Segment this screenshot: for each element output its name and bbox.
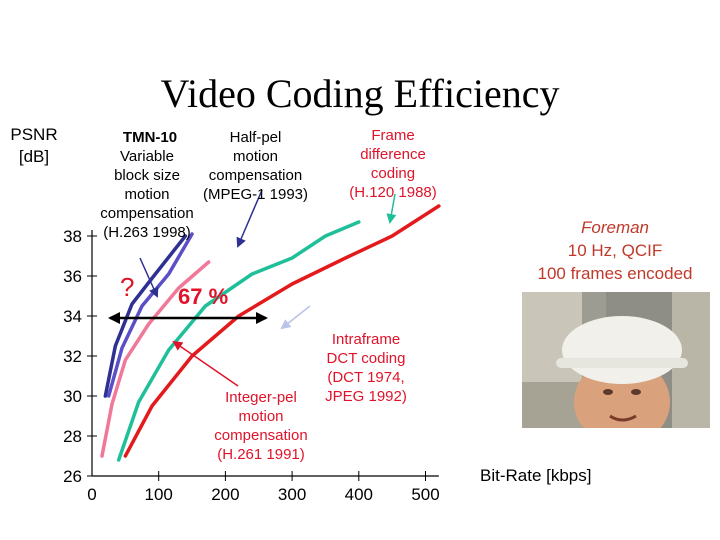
annotation-h263: Variable block size motion compensation … <box>100 148 194 241</box>
foreman-frames: 100 frames encoded <box>537 264 693 283</box>
x-tick-label: 0 <box>87 485 96 504</box>
arrow-tmn10 <box>139 257 159 298</box>
y-tick-label: 34 <box>63 307 82 326</box>
foreman-title: Foreman <box>580 218 650 237</box>
arrow-h261 <box>172 340 239 387</box>
arrow-dct <box>280 305 311 330</box>
arrow-mpeg1 <box>236 189 263 248</box>
x-tick-label: 100 <box>145 485 173 504</box>
x-axis-label: Bit-Rate [kbps] <box>480 466 592 485</box>
x-tick-label: 300 <box>278 485 306 504</box>
series-line-3 <box>100 260 211 458</box>
y-tick-label: 32 <box>63 347 82 366</box>
y-tick-label: 26 <box>63 467 82 486</box>
y-axis-label-line2: [dB] <box>18 147 50 166</box>
y-axis-label-line1: PSNR <box>10 125 58 144</box>
y-axis-label: PSNR [dB] <box>6 124 62 168</box>
y-tick-label: 36 <box>63 267 82 286</box>
series-line-5 <box>123 204 441 458</box>
annotation-h120: Frame difference coding (H.120 1988) <box>349 127 437 201</box>
annotation-percent: 67 % <box>178 284 229 309</box>
arrow-h120 <box>386 193 397 224</box>
annotation-arrows <box>108 189 397 387</box>
series-group <box>100 204 441 462</box>
page-title: Video Coding Efficiency <box>160 71 560 116</box>
x-tick-label: 200 <box>211 485 239 504</box>
annotation-tmn10: TMN-10 <box>122 129 178 146</box>
series-line-1 <box>103 234 188 398</box>
foreman-format: 10 Hz, QCIF <box>567 241 663 260</box>
annotation-question: ? <box>120 272 135 302</box>
x-tick-label: 400 <box>345 485 373 504</box>
x-tick-label: 500 <box>411 485 439 504</box>
series-line-2 <box>106 232 194 398</box>
foreman-photo-image <box>522 292 710 428</box>
foreman-caption: Foreman 10 Hz, QCIF 100 frames encoded <box>520 216 710 285</box>
annotation-dct: Intraframe DCT coding (DCT 1974, JPEG 19… <box>325 331 407 405</box>
foreman-video-frame <box>522 292 710 428</box>
series-line-4 <box>116 220 361 462</box>
y-tick-label: 38 <box>63 227 82 246</box>
y-tick-label: 30 <box>63 387 82 406</box>
y-tick-label: 28 <box>63 427 82 446</box>
annotation-h261: Integer-pel motion compensation (H.261 1… <box>214 389 308 463</box>
annotation-mpeg1: Half-pel motion compensation (MPEG-1 199… <box>202 129 309 203</box>
axes: 26 28 30 32 34 36 38 0 100 200 300 400 500 <box>63 227 440 504</box>
